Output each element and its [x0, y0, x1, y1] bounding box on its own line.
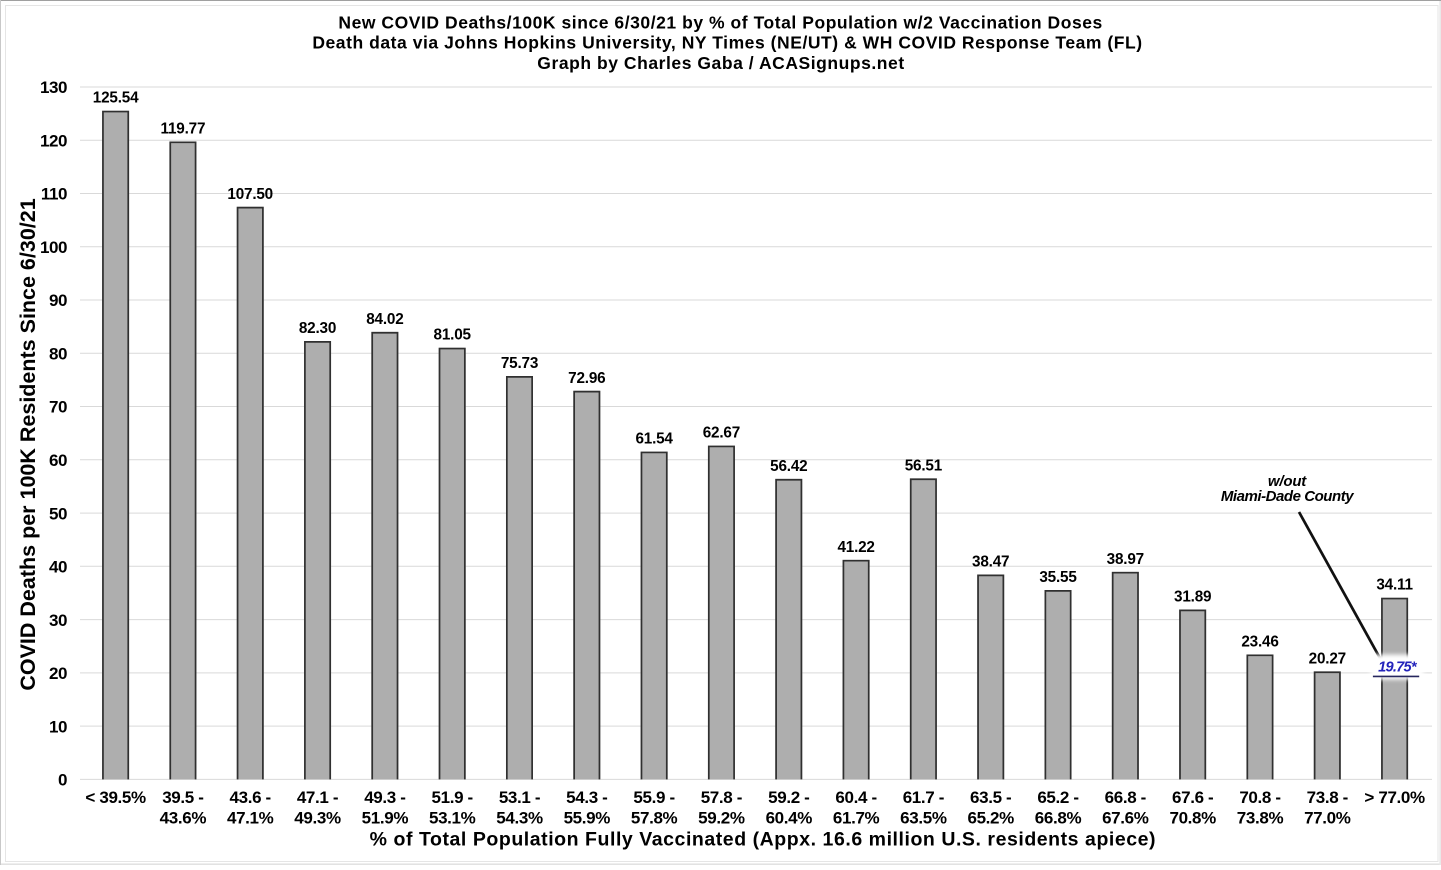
- svg-text:70.8%: 70.8%: [1169, 809, 1216, 828]
- svg-text:35.55: 35.55: [1039, 569, 1077, 586]
- svg-text:New COVID Deaths/100K since 6/: New COVID Deaths/100K since 6/30/21 by %…: [338, 13, 1102, 33]
- svg-text:60: 60: [49, 451, 67, 470]
- svg-text:75.73: 75.73: [501, 355, 538, 372]
- svg-text:61.54: 61.54: [635, 431, 673, 448]
- svg-text:39.5 -: 39.5 -: [162, 788, 203, 807]
- svg-text:49.3 -: 49.3 -: [364, 788, 405, 807]
- svg-text:70.8 -: 70.8 -: [1239, 788, 1280, 807]
- svg-text:53.1 -: 53.1 -: [499, 788, 540, 807]
- svg-text:47.1 -: 47.1 -: [297, 788, 338, 807]
- svg-text:70: 70: [49, 398, 67, 417]
- svg-text:23.46: 23.46: [1241, 633, 1278, 650]
- svg-text:57.8 -: 57.8 -: [701, 788, 742, 807]
- svg-text:60.4%: 60.4%: [766, 809, 813, 828]
- svg-text:60.4 -: 60.4 -: [835, 788, 876, 807]
- svg-text:120: 120: [40, 131, 67, 150]
- svg-text:w/out: w/out: [1268, 473, 1307, 490]
- svg-text:73.8 -: 73.8 -: [1307, 788, 1348, 807]
- svg-text:Miami-Dade County: Miami-Dade County: [1221, 488, 1354, 505]
- svg-text:65.2%: 65.2%: [967, 809, 1014, 828]
- svg-text:54.3%: 54.3%: [496, 809, 543, 828]
- svg-text:51.9 -: 51.9 -: [432, 788, 473, 807]
- svg-text:Graph by Charles Gaba / ACASig: Graph by Charles Gaba / ACASignups.net: [537, 53, 904, 73]
- svg-text:100: 100: [40, 238, 67, 257]
- svg-text:66.8%: 66.8%: [1035, 809, 1082, 828]
- svg-text:65.2 -: 65.2 -: [1037, 788, 1078, 807]
- svg-text:50: 50: [49, 504, 67, 523]
- svg-text:38.97: 38.97: [1107, 551, 1144, 568]
- svg-text:43.6%: 43.6%: [160, 809, 207, 828]
- svg-text:55.9%: 55.9%: [564, 809, 611, 828]
- svg-text:119.77: 119.77: [161, 120, 206, 137]
- svg-text:56.51: 56.51: [905, 457, 943, 474]
- svg-text:30: 30: [49, 611, 67, 630]
- svg-text:80: 80: [49, 345, 67, 364]
- svg-text:38.47: 38.47: [972, 554, 1009, 571]
- svg-text:53.1%: 53.1%: [429, 809, 476, 828]
- svg-text:56.42: 56.42: [770, 458, 807, 475]
- svg-text:20.27: 20.27: [1309, 650, 1346, 667]
- svg-text:66.8 -: 66.8 -: [1105, 788, 1146, 807]
- svg-text:49.3%: 49.3%: [294, 809, 341, 828]
- svg-text:43.6 -: 43.6 -: [230, 788, 271, 807]
- svg-text:41.22: 41.22: [837, 539, 874, 556]
- svg-text:10: 10: [49, 717, 67, 736]
- svg-text:19.75*: 19.75*: [1378, 660, 1418, 676]
- svg-text:55.9 -: 55.9 -: [633, 788, 674, 807]
- svg-text:63.5%: 63.5%: [900, 809, 947, 828]
- svg-text:62.67: 62.67: [703, 425, 740, 442]
- svg-text:67.6%: 67.6%: [1102, 809, 1149, 828]
- svg-text:81.05: 81.05: [434, 327, 472, 344]
- svg-text:< 39.5%: < 39.5%: [85, 788, 146, 807]
- svg-text:73.8%: 73.8%: [1237, 809, 1284, 828]
- svg-text:Death data via Johns Hopkins U: Death data via Johns Hopkins University,…: [312, 33, 1142, 53]
- svg-text:34.11: 34.11: [1376, 577, 1413, 594]
- svg-text:0: 0: [58, 771, 67, 790]
- svg-text:125.54: 125.54: [93, 90, 139, 107]
- svg-text:61.7 -: 61.7 -: [903, 788, 944, 807]
- svg-text:40: 40: [49, 558, 67, 577]
- svg-text:59.2 -: 59.2 -: [768, 788, 809, 807]
- svg-text:20: 20: [49, 664, 67, 683]
- svg-text:54.3 -: 54.3 -: [566, 788, 607, 807]
- svg-text:% of Total Population Fully Va: % of Total Population Fully Vaccinated (…: [370, 828, 1156, 850]
- svg-text:47.1%: 47.1%: [227, 809, 274, 828]
- svg-text:57.8%: 57.8%: [631, 809, 678, 828]
- svg-text:84.02: 84.02: [366, 311, 403, 328]
- svg-text:31.89: 31.89: [1174, 589, 1211, 606]
- svg-text:51.9%: 51.9%: [362, 809, 409, 828]
- svg-text:130: 130: [40, 78, 67, 97]
- svg-text:> 77.0%: > 77.0%: [1364, 788, 1425, 807]
- svg-text:90: 90: [49, 291, 67, 310]
- svg-text:63.5 -: 63.5 -: [970, 788, 1011, 807]
- svg-text:61.7%: 61.7%: [833, 809, 880, 828]
- svg-text:77.0%: 77.0%: [1304, 809, 1351, 828]
- svg-text:COVID Deaths per 100K Resident: COVID Deaths per 100K Residents Since 6/…: [16, 198, 40, 690]
- svg-text:59.2%: 59.2%: [698, 809, 745, 828]
- svg-text:67.6 -: 67.6 -: [1172, 788, 1213, 807]
- svg-text:110: 110: [41, 185, 67, 204]
- svg-text:82.30: 82.30: [299, 320, 336, 337]
- svg-text:107.50: 107.50: [227, 186, 273, 203]
- svg-text:72.96: 72.96: [568, 370, 605, 387]
